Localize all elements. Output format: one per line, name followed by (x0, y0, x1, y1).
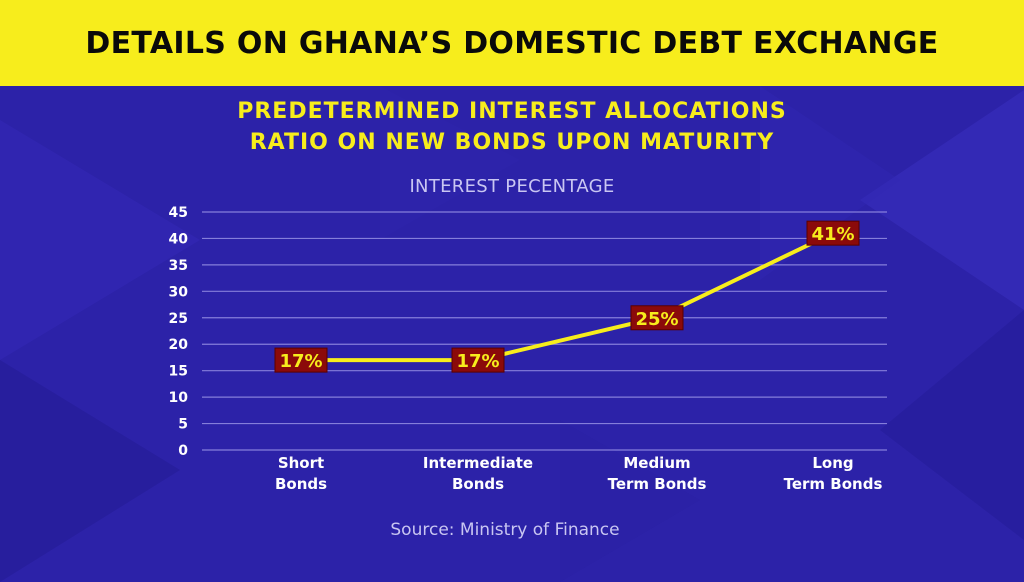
data-label-box (274, 347, 328, 373)
header-banner: DETAILS ON GHANA’S DOMESTIC DEBT EXCHANG… (0, 0, 1024, 86)
x-tick-label: Medium Term Bonds (608, 454, 707, 493)
x-tick-labels: Short Bonds Intermediate Bonds Medium Term Bo… (275, 454, 882, 493)
page-title: DETAILS ON GHANA’S DOMESTIC DEBT EXCHANG… (85, 25, 939, 61)
y-tick-label: 15 (169, 364, 188, 380)
y-tick-label: 30 (169, 284, 189, 300)
data-label-box (451, 347, 505, 373)
x-tick-label: Long Term Bonds (784, 454, 883, 493)
data-label-text: 41% (811, 224, 854, 245)
y-tick-label: 25 (169, 311, 188, 327)
data-label-box (630, 305, 684, 331)
series-line (299, 231, 835, 363)
y-tick-label: 0 (178, 443, 188, 459)
y-tick-label: 10 (169, 390, 189, 406)
y-tick-label: 45 (169, 205, 188, 221)
data-label-text: 17% (456, 351, 499, 372)
gridlines (202, 211, 887, 451)
x-tick-label: Short Bonds (275, 454, 327, 493)
chart-title-line-1: PREDETERMINED INTEREST ALLOCATIONS (237, 99, 787, 124)
chart-title: PREDETERMINED INTEREST ALLOCATIONS RATIO… (0, 96, 1024, 158)
data-label: 17% (451, 347, 505, 373)
data-label: 25% (630, 305, 684, 331)
series-line-group (299, 231, 835, 363)
data-label-text: 25% (635, 309, 678, 330)
source-note: Source: Ministry of Finance (390, 520, 620, 540)
y-tick-labels: 0 5 10 15 20 25 30 35 40 45 (169, 205, 189, 459)
chart-title-line-2: RATIO ON NEW BONDS UPON MATURITY (249, 130, 775, 155)
data-label-box (806, 220, 860, 246)
y-tick-label: 20 (169, 337, 189, 353)
x-tick-label: Intermediate Bonds (423, 454, 533, 493)
y-axis-label: INTEREST PECENTAGE (409, 176, 615, 197)
data-labels: 17% 17% 25% 41% (274, 220, 860, 373)
data-label: 41% (806, 220, 860, 246)
y-tick-label: 5 (178, 417, 188, 433)
y-tick-label: 35 (169, 258, 188, 274)
y-tick-label: 40 (169, 231, 189, 247)
data-label-text: 17% (279, 351, 322, 372)
data-label: 17% (274, 347, 328, 373)
